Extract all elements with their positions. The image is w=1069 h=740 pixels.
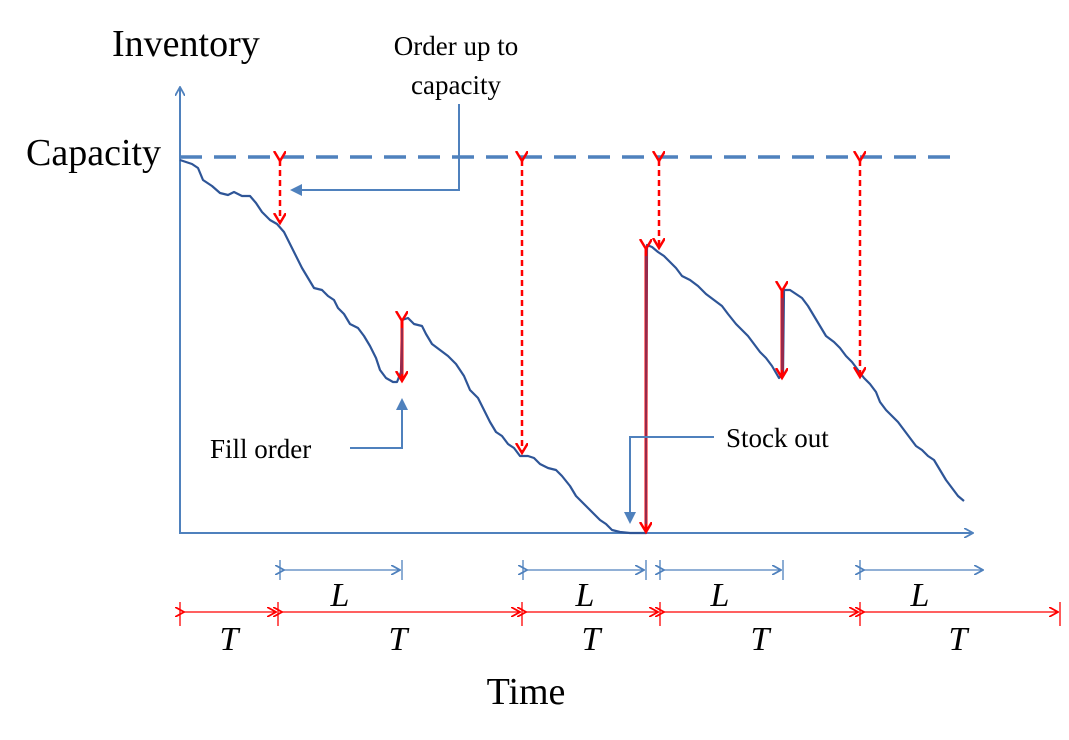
fill-order-label: Fill order xyxy=(210,434,311,464)
stock-out-label: Stock out xyxy=(726,423,829,453)
lead-time-arrows xyxy=(280,560,982,580)
order-up-label-line2: capacity xyxy=(411,70,501,100)
lead-time-label-4: L xyxy=(910,577,930,614)
order-up-callout xyxy=(290,104,460,196)
period-arrows xyxy=(180,602,1061,626)
lead-time-label-2: L xyxy=(575,577,595,614)
capacity-label: Capacity xyxy=(26,132,161,174)
order-up-label-line1: Order up to xyxy=(394,31,518,61)
lead-time-label-3: L xyxy=(710,577,730,614)
period-label-2: T xyxy=(389,621,410,658)
inventory-curve xyxy=(179,158,965,535)
y-axis-label: Inventory xyxy=(112,23,260,65)
period-label-4: T xyxy=(751,621,772,658)
fill-order-callout xyxy=(350,398,408,449)
period-label-3: T xyxy=(582,621,603,658)
lead-time-label-1: L xyxy=(330,577,350,614)
stock-out-callout xyxy=(624,436,714,524)
x-axis-label: Time xyxy=(487,671,566,713)
period-label-1: T xyxy=(220,621,241,658)
period-label-5: T xyxy=(949,621,970,658)
